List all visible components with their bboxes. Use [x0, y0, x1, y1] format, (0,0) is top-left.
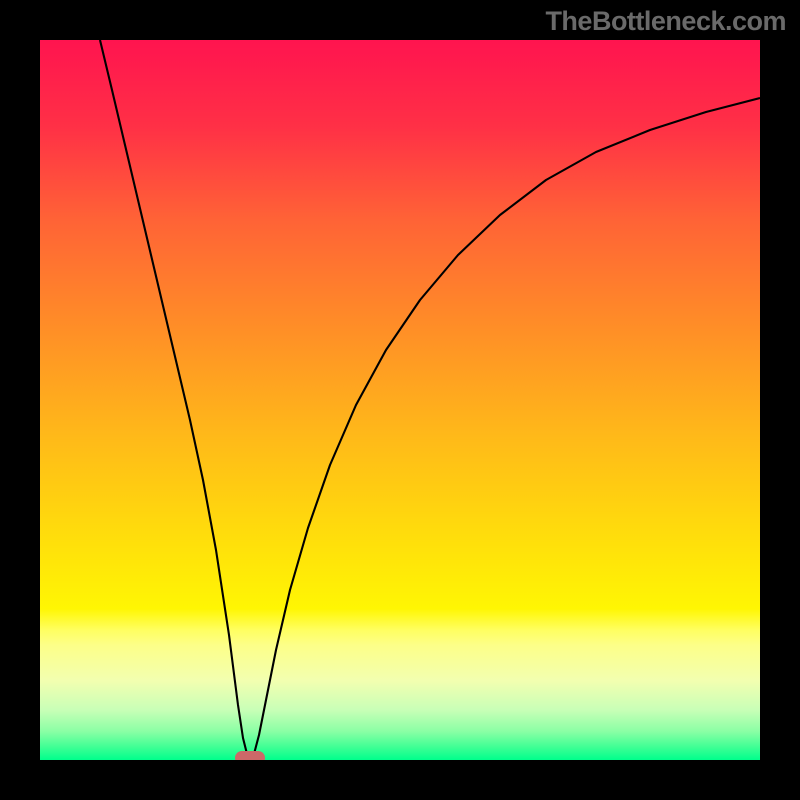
plot-area [40, 40, 760, 760]
frame-left [0, 0, 40, 800]
watermark-text: TheBottleneck.com [545, 6, 786, 37]
bottleneck-curve [40, 40, 760, 760]
minimum-marker [235, 751, 265, 760]
frame-right [760, 0, 800, 800]
frame-bottom [0, 760, 800, 800]
